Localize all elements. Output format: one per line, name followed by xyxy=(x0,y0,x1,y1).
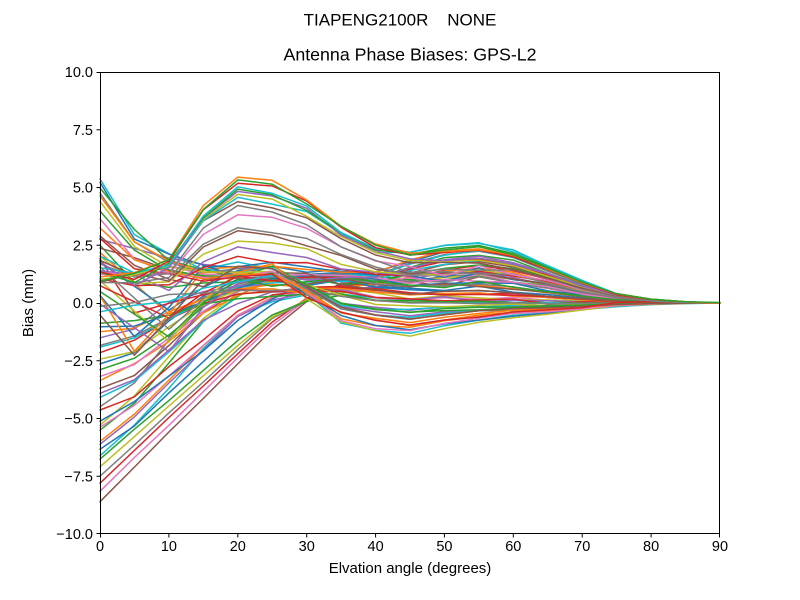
svg-text:Elvation angle (degrees): Elvation angle (degrees) xyxy=(329,560,492,577)
svg-text:60: 60 xyxy=(505,539,521,555)
svg-text:7.5: 7.5 xyxy=(73,123,93,139)
svg-text:40: 40 xyxy=(368,539,384,555)
svg-text:−10.0: −10.0 xyxy=(56,527,93,543)
svg-text:TIAPENG2100R NONE: TIAPENG2100R NONE xyxy=(304,11,497,30)
svg-text:30: 30 xyxy=(299,539,315,555)
svg-text:10.0: 10.0 xyxy=(65,65,93,81)
svg-text:90: 90 xyxy=(712,539,728,555)
svg-text:80: 80 xyxy=(643,539,659,555)
svg-text:Antenna Phase Biases: GPS-L2: Antenna Phase Biases: GPS-L2 xyxy=(283,45,536,65)
svg-text:0.0: 0.0 xyxy=(73,296,93,312)
svg-text:−2.5: −2.5 xyxy=(64,354,93,370)
svg-text:2.5: 2.5 xyxy=(73,238,93,254)
svg-text:20: 20 xyxy=(230,539,246,555)
svg-text:10: 10 xyxy=(161,539,177,555)
svg-text:Bias (mm): Bias (mm) xyxy=(20,269,37,337)
svg-text:5.0: 5.0 xyxy=(73,181,93,197)
svg-text:70: 70 xyxy=(574,539,590,555)
svg-text:50: 50 xyxy=(436,539,452,555)
svg-text:0: 0 xyxy=(96,539,104,555)
svg-text:−7.5: −7.5 xyxy=(64,469,93,485)
svg-text:−5.0: −5.0 xyxy=(64,412,93,428)
